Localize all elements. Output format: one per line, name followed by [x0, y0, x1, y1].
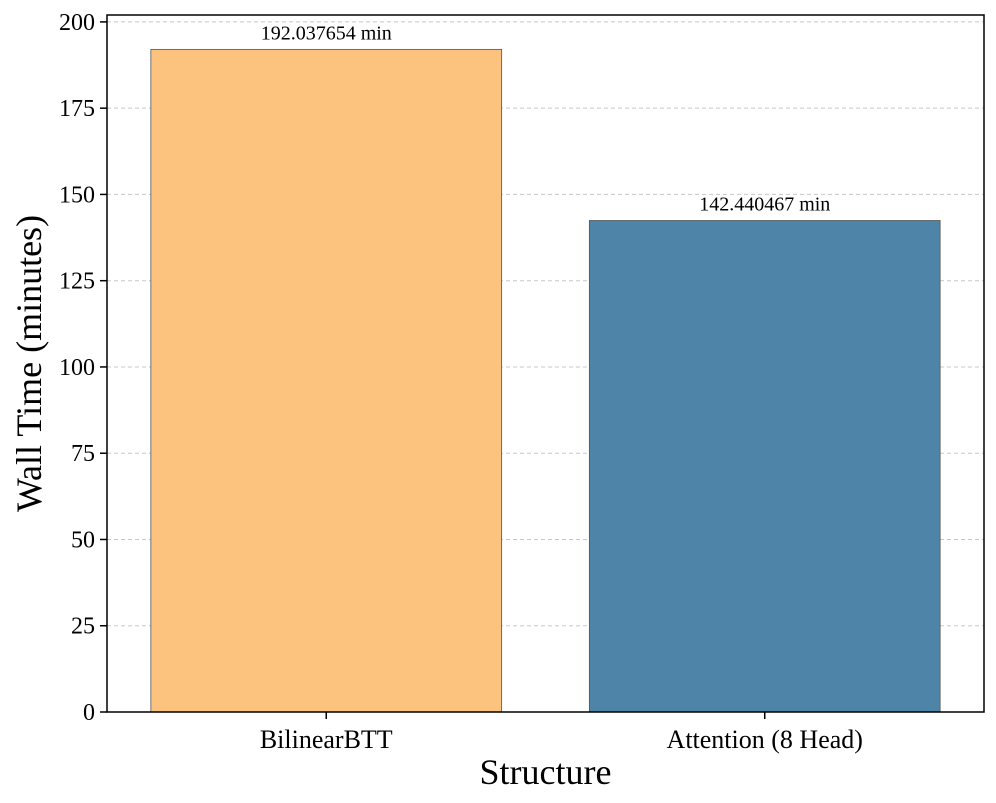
y-axis: 0 25 50 75 100 125 150 175 200	[59, 10, 107, 726]
bar-value-label: 192.037654 min	[261, 22, 392, 44]
x-axis-title: Structure	[480, 752, 612, 792]
y-axis-title: Wall Time (minutes)	[9, 215, 49, 512]
x-axis: BilinearBTT Attention (8 Head)	[260, 712, 863, 754]
y-tick-label: 50	[71, 527, 95, 553]
y-tick-label: 125	[59, 269, 95, 295]
y-tick-label: 100	[59, 355, 95, 381]
x-tick-label: Attention (8 Head)	[667, 725, 863, 754]
y-tick-label: 25	[71, 614, 95, 640]
y-tick-label: 150	[59, 182, 95, 208]
plot-frame	[106, 14, 985, 713]
x-tick-label: BilinearBTT	[260, 725, 393, 754]
bars	[150, 48, 941, 713]
y-tick-label: 75	[71, 441, 95, 467]
y-tick-label: 200	[59, 10, 95, 36]
y-tick-label: 0	[83, 700, 95, 726]
y-tick-label: 175	[59, 96, 95, 122]
bar	[150, 48, 503, 713]
bar	[588, 220, 941, 713]
bar-value-label: 142.440467 min	[699, 194, 830, 216]
data-labels: 192.037654 min 142.440467 min	[261, 22, 831, 215]
